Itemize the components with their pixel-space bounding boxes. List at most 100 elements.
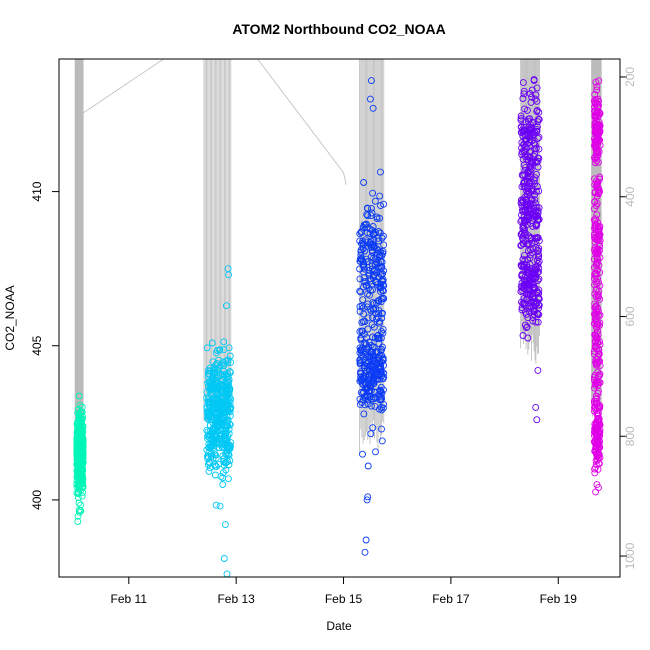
data-point <box>596 136 604 144</box>
data-point <box>593 432 601 440</box>
data-point <box>594 223 602 231</box>
y-tick-label: 410 <box>30 181 44 201</box>
data-point <box>224 422 232 430</box>
data-point <box>518 216 526 224</box>
data-point <box>593 280 601 288</box>
x-tick-label: Feb 17 <box>432 592 470 606</box>
data-point <box>366 95 374 103</box>
data-point <box>75 499 83 507</box>
data-point <box>594 266 601 274</box>
data-point <box>591 465 599 473</box>
data-point <box>531 199 539 207</box>
data-point <box>211 451 219 459</box>
data-point <box>222 466 230 474</box>
data-point <box>363 282 371 290</box>
data-point <box>378 368 386 376</box>
data-point <box>522 324 530 332</box>
data-point <box>218 416 226 424</box>
data-point <box>223 570 231 578</box>
data-point <box>535 145 543 153</box>
data-point <box>376 287 384 295</box>
data-point <box>226 368 234 376</box>
data-point <box>376 263 384 271</box>
data-point <box>517 218 525 226</box>
data-point <box>527 268 535 276</box>
data-point <box>594 321 602 329</box>
x-tick-label: Feb 11 <box>111 592 148 606</box>
data-point <box>591 234 598 241</box>
data-point <box>212 501 220 509</box>
data-point <box>591 181 599 189</box>
data-point <box>361 548 369 556</box>
data-point <box>360 362 368 369</box>
data-point <box>223 379 231 387</box>
y-axis: 400 405 410 <box>30 181 59 510</box>
data-point <box>596 141 604 149</box>
data-point <box>595 77 603 85</box>
data-point <box>208 339 216 347</box>
data-point <box>77 507 84 515</box>
data-point <box>593 404 601 412</box>
data-point <box>363 496 371 504</box>
data-point <box>595 235 603 243</box>
data-point <box>517 230 525 238</box>
data-point <box>593 153 601 161</box>
data-point <box>213 417 221 425</box>
data-point <box>518 148 526 156</box>
data-point <box>369 104 377 112</box>
data-point <box>535 187 543 195</box>
data-point <box>75 489 83 496</box>
data-point <box>356 230 364 238</box>
data-point <box>215 444 223 451</box>
data-point <box>224 373 232 381</box>
data-point <box>520 300 528 307</box>
data-point <box>362 536 370 544</box>
data-point <box>373 245 381 253</box>
data-point <box>368 209 376 217</box>
data-point <box>528 160 536 168</box>
data-point <box>378 425 385 433</box>
right-tick-label: 400 <box>623 186 637 206</box>
data-point <box>364 462 372 470</box>
data-point <box>360 179 368 186</box>
data-point <box>520 294 528 302</box>
data-point <box>527 287 535 295</box>
data-point <box>528 239 536 247</box>
data-point <box>523 323 531 331</box>
data-point <box>370 323 378 331</box>
data-point <box>518 306 526 314</box>
data-point <box>227 439 235 447</box>
data-point <box>522 138 530 145</box>
data-point <box>369 230 377 238</box>
data-point <box>535 237 543 245</box>
data-point <box>204 435 212 443</box>
data-point <box>518 229 526 237</box>
data-point <box>593 399 601 407</box>
data-point <box>361 401 369 409</box>
data-point <box>596 242 604 250</box>
data-point <box>79 466 87 474</box>
data-point <box>526 148 534 156</box>
data-point <box>521 131 529 139</box>
data-point <box>526 179 534 187</box>
data-point <box>533 107 541 115</box>
data-point <box>520 87 528 95</box>
data-point <box>376 168 384 176</box>
data-point <box>217 473 225 481</box>
data-point <box>75 475 83 483</box>
data-point <box>74 409 82 417</box>
data-point <box>367 77 375 85</box>
data-point <box>593 109 601 117</box>
data-point <box>528 273 536 281</box>
data-point <box>359 374 367 382</box>
right-tick-label: 800 <box>623 426 637 446</box>
data-point <box>364 396 372 404</box>
data-point <box>77 430 85 438</box>
data-point <box>224 475 232 483</box>
data-point <box>218 375 226 383</box>
data-point <box>375 340 383 348</box>
data-point <box>362 220 370 228</box>
data-point <box>205 383 212 391</box>
data-point <box>78 424 86 432</box>
data-point <box>367 204 375 212</box>
